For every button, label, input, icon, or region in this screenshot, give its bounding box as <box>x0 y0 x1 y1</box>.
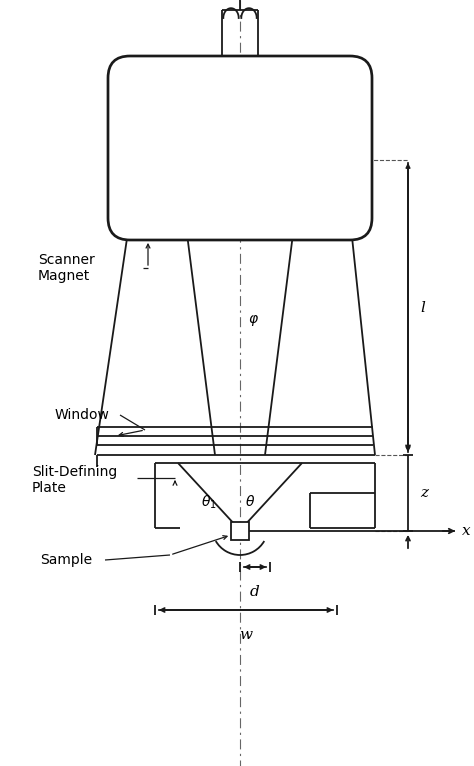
Text: Window: Window <box>55 408 110 422</box>
Bar <box>231 522 249 540</box>
Text: d: d <box>250 585 260 599</box>
Text: Sample: Sample <box>40 553 92 567</box>
Text: w: w <box>239 628 253 642</box>
Text: $\varphi$: $\varphi$ <box>248 313 259 328</box>
Text: Scanner
Magnet: Scanner Magnet <box>38 253 95 283</box>
Text: $\theta$: $\theta$ <box>245 495 255 509</box>
FancyBboxPatch shape <box>108 56 372 240</box>
Text: l: l <box>420 300 425 315</box>
Text: z: z <box>420 486 428 500</box>
Text: x: x <box>462 524 471 538</box>
Text: $\theta_1$: $\theta_1$ <box>201 493 217 511</box>
Text: Slit-Defining
Plate: Slit-Defining Plate <box>32 465 117 495</box>
